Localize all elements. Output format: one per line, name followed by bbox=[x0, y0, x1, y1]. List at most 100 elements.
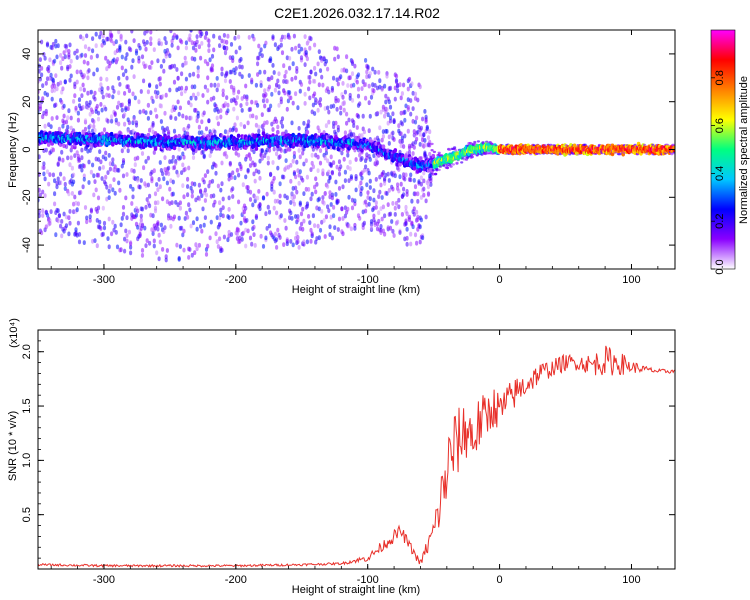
spectrogram-cell bbox=[38, 192, 43, 198]
spectrogram-cell bbox=[424, 214, 428, 220]
spectrogram-cell bbox=[207, 118, 211, 124]
spectrogram-cell bbox=[200, 41, 204, 46]
spectrogram-cell bbox=[41, 83, 45, 88]
spectrogram-cell bbox=[301, 150, 305, 156]
spectrogram-cell bbox=[172, 63, 177, 69]
spectrogram-cell bbox=[342, 156, 346, 162]
spectrogram-cell bbox=[347, 223, 351, 229]
spectrogram-cell bbox=[73, 153, 77, 159]
spectrogram-cell bbox=[276, 227, 280, 233]
spectrogram-cell bbox=[190, 56, 194, 61]
spectrogram-cell bbox=[267, 107, 272, 113]
spectrogram-cell bbox=[107, 216, 111, 222]
spectrogram-cell bbox=[87, 180, 91, 185]
spectrogram-cell bbox=[105, 66, 109, 72]
spectrogram-cell bbox=[353, 147, 357, 153]
spectrogram-cell bbox=[341, 216, 345, 221]
spectrogram-cell bbox=[259, 83, 263, 88]
spectrogram-cell bbox=[257, 189, 261, 194]
spectrogram-cell bbox=[240, 237, 244, 242]
spectrogram-cell bbox=[297, 148, 301, 153]
spectrogram-cell bbox=[292, 194, 296, 200]
spectrogram-cell bbox=[291, 100, 295, 106]
spectrogram-cell bbox=[213, 129, 217, 135]
spectrogram-cell bbox=[265, 191, 269, 197]
spectrogram-cell bbox=[196, 91, 200, 97]
spectrogram-cell bbox=[161, 196, 165, 202]
spectrogram-cell bbox=[310, 191, 314, 197]
spectrogram-cell bbox=[172, 79, 177, 85]
spectrogram-cell bbox=[231, 186, 235, 192]
spectrogram-cell bbox=[347, 194, 351, 200]
spectrogram-cell bbox=[263, 103, 267, 109]
spectrogram-cell bbox=[130, 201, 134, 206]
spectrogram-cell bbox=[98, 149, 102, 155]
spectrogram-cell bbox=[168, 87, 172, 93]
spectrogram-cell bbox=[257, 124, 261, 130]
spectrogram-cell bbox=[272, 205, 276, 211]
spectrogram-cell bbox=[360, 170, 364, 176]
spectrogram-cell bbox=[186, 176, 190, 182]
spectrogram-cell bbox=[278, 235, 282, 240]
spectrogram-cell bbox=[378, 78, 382, 84]
spectrogram-cell bbox=[470, 155, 474, 159]
spectrogram-cell bbox=[195, 118, 199, 124]
spectrogram-cell bbox=[117, 168, 121, 173]
spectrogram-cell bbox=[45, 41, 50, 47]
spectrogram-cell bbox=[144, 63, 148, 69]
spectrogram-band-cell bbox=[276, 130, 280, 135]
spectrogram-cell bbox=[328, 224, 332, 230]
spectrogram-cell bbox=[296, 217, 300, 223]
spectrogram-cell bbox=[163, 167, 167, 172]
spectrogram-cell bbox=[170, 159, 174, 164]
spectrogram-cell bbox=[352, 132, 356, 138]
spectrogram-cell bbox=[207, 43, 211, 48]
spectrogram-cell bbox=[216, 121, 220, 127]
spectrogram-cell bbox=[59, 171, 63, 177]
spectrogram-cell bbox=[434, 172, 438, 176]
spectrogram-cell bbox=[83, 44, 88, 50]
spectrogram-cell bbox=[333, 145, 337, 151]
spectrogram-cell bbox=[167, 215, 171, 221]
spectrogram-cell bbox=[167, 165, 171, 171]
spectrogram-cell bbox=[190, 181, 194, 187]
spectrogram-cell bbox=[59, 53, 63, 58]
spectrogram-cell bbox=[111, 94, 115, 100]
spectrogram-cell bbox=[379, 224, 383, 229]
spectrogram-cell bbox=[237, 172, 241, 178]
spectrogram-cell bbox=[110, 231, 114, 237]
spectrogram-cell bbox=[318, 102, 323, 108]
spectrogram-cell bbox=[225, 95, 229, 100]
spectrogram-cell bbox=[367, 83, 371, 89]
spectrogram-cell bbox=[101, 154, 105, 160]
spectrogram-cell bbox=[219, 187, 223, 193]
spectrogram-cell bbox=[416, 191, 420, 197]
spectrogram-cell bbox=[157, 256, 161, 262]
spectrogram-cell bbox=[238, 45, 242, 51]
spectrogram-cell bbox=[254, 213, 258, 219]
spectrogram-cell bbox=[186, 214, 190, 220]
spectrogram-cell bbox=[416, 199, 420, 204]
spectrogram-cell bbox=[82, 240, 86, 246]
spectrogram-cell bbox=[133, 176, 137, 182]
spectrogram-cell bbox=[56, 176, 60, 182]
spectrogram-cell bbox=[209, 219, 213, 225]
spectrogram-cell bbox=[91, 128, 95, 134]
spectrogram-cell bbox=[207, 48, 211, 53]
spectrogram-cell bbox=[297, 180, 301, 186]
spectrogram-cell bbox=[178, 244, 182, 249]
spectrogram-cell bbox=[184, 76, 188, 82]
spectrogram-cell bbox=[356, 86, 361, 92]
spectrogram-cell bbox=[289, 200, 293, 205]
spectrogram-cell bbox=[55, 184, 59, 190]
spectrogram-cell bbox=[355, 79, 359, 85]
spectrogram-cell bbox=[140, 151, 145, 156]
spectrogram-cell bbox=[403, 176, 407, 182]
spectrogram-cell bbox=[261, 195, 266, 201]
spectrogram-cell bbox=[481, 141, 485, 144]
spectrogram-cell bbox=[133, 162, 137, 168]
spectrogram-cell bbox=[76, 117, 80, 123]
spectrogram-cell bbox=[161, 171, 165, 177]
spectrogram-cell bbox=[82, 59, 86, 65]
spectrogram-cell bbox=[286, 164, 290, 170]
